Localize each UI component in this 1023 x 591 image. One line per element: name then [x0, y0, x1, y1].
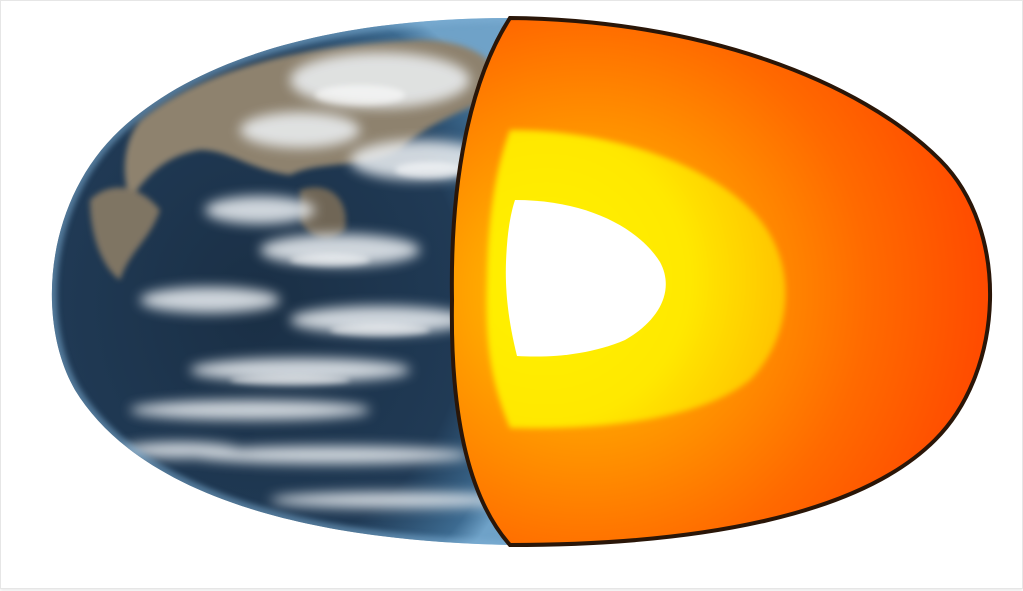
cloud-cover [120, 52, 510, 508]
earth-surface [51, 18, 511, 545]
inner-core [505, 200, 666, 357]
